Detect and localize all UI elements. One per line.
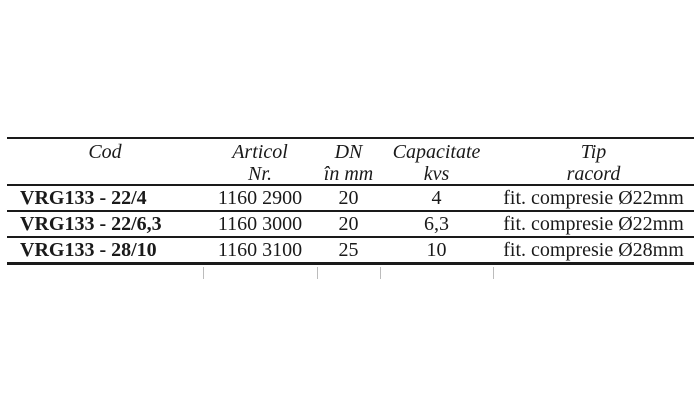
column-header-label: Cod [88, 141, 122, 163]
column-header-label: Tip [580, 141, 607, 163]
column-header-sublabel [7, 163, 203, 185]
column-header-sublabel: racord [566, 163, 621, 185]
column-header-cod: Cod [7, 139, 203, 184]
cell-tip-racord: fit. compresie Ø22mm [503, 212, 684, 235]
cell-capacitate: 6,3 [424, 212, 449, 235]
table-row: VRG133 - 28/10 1160 3100 25 10 fit. comp… [7, 238, 694, 262]
cell-tip-racord: fit. compresie Ø28mm [503, 238, 684, 261]
column-separator-tick [380, 267, 381, 279]
column-header-label: Capacitate [392, 141, 481, 163]
column-separator-tick [317, 267, 318, 279]
cell-dn: 20 [338, 212, 359, 235]
product-spec-table: Cod Articol Nr. DN în mm Capacitate kvs … [7, 137, 694, 265]
column-header-label: DN [334, 141, 363, 163]
cell-capacitate: 4 [431, 186, 442, 209]
table-row: VRG133 - 22/6,3 1160 3000 20 6,3 fit. co… [7, 212, 694, 238]
column-header-articol-nr: Articol Nr. [203, 139, 317, 185]
column-header-capacitate-kvs: Capacitate kvs [380, 139, 493, 185]
column-header-sublabel: kvs [423, 163, 450, 185]
column-header-label: Articol [232, 141, 288, 163]
table-row: VRG133 - 22/4 1160 2900 20 4 fit. compre… [7, 186, 694, 212]
cell-cod: VRG133 - 28/10 [20, 238, 157, 261]
cell-articol-nr: 1160 3100 [217, 238, 303, 261]
table-header-row: Cod Articol Nr. DN în mm Capacitate kvs … [7, 139, 694, 186]
column-header-sublabel: Nr. [248, 163, 272, 185]
cell-cod: VRG133 - 22/6,3 [20, 212, 162, 235]
cell-cod: VRG133 - 22/4 [20, 186, 147, 209]
cell-articol-nr: 1160 3000 [217, 212, 303, 235]
cell-dn: 25 [338, 238, 359, 261]
column-header-sublabel: în mm [323, 163, 374, 185]
cell-capacitate: 10 [426, 238, 447, 261]
cell-tip-racord: fit. compresie Ø22mm [503, 186, 684, 209]
cell-dn: 20 [338, 186, 359, 209]
column-separator-tick [203, 267, 204, 279]
column-header-tip-racord: Tip racord [493, 139, 694, 185]
cell-articol-nr: 1160 2900 [217, 186, 303, 209]
column-separator-tick [493, 267, 494, 279]
column-header-dn-mm: DN în mm [317, 139, 380, 185]
